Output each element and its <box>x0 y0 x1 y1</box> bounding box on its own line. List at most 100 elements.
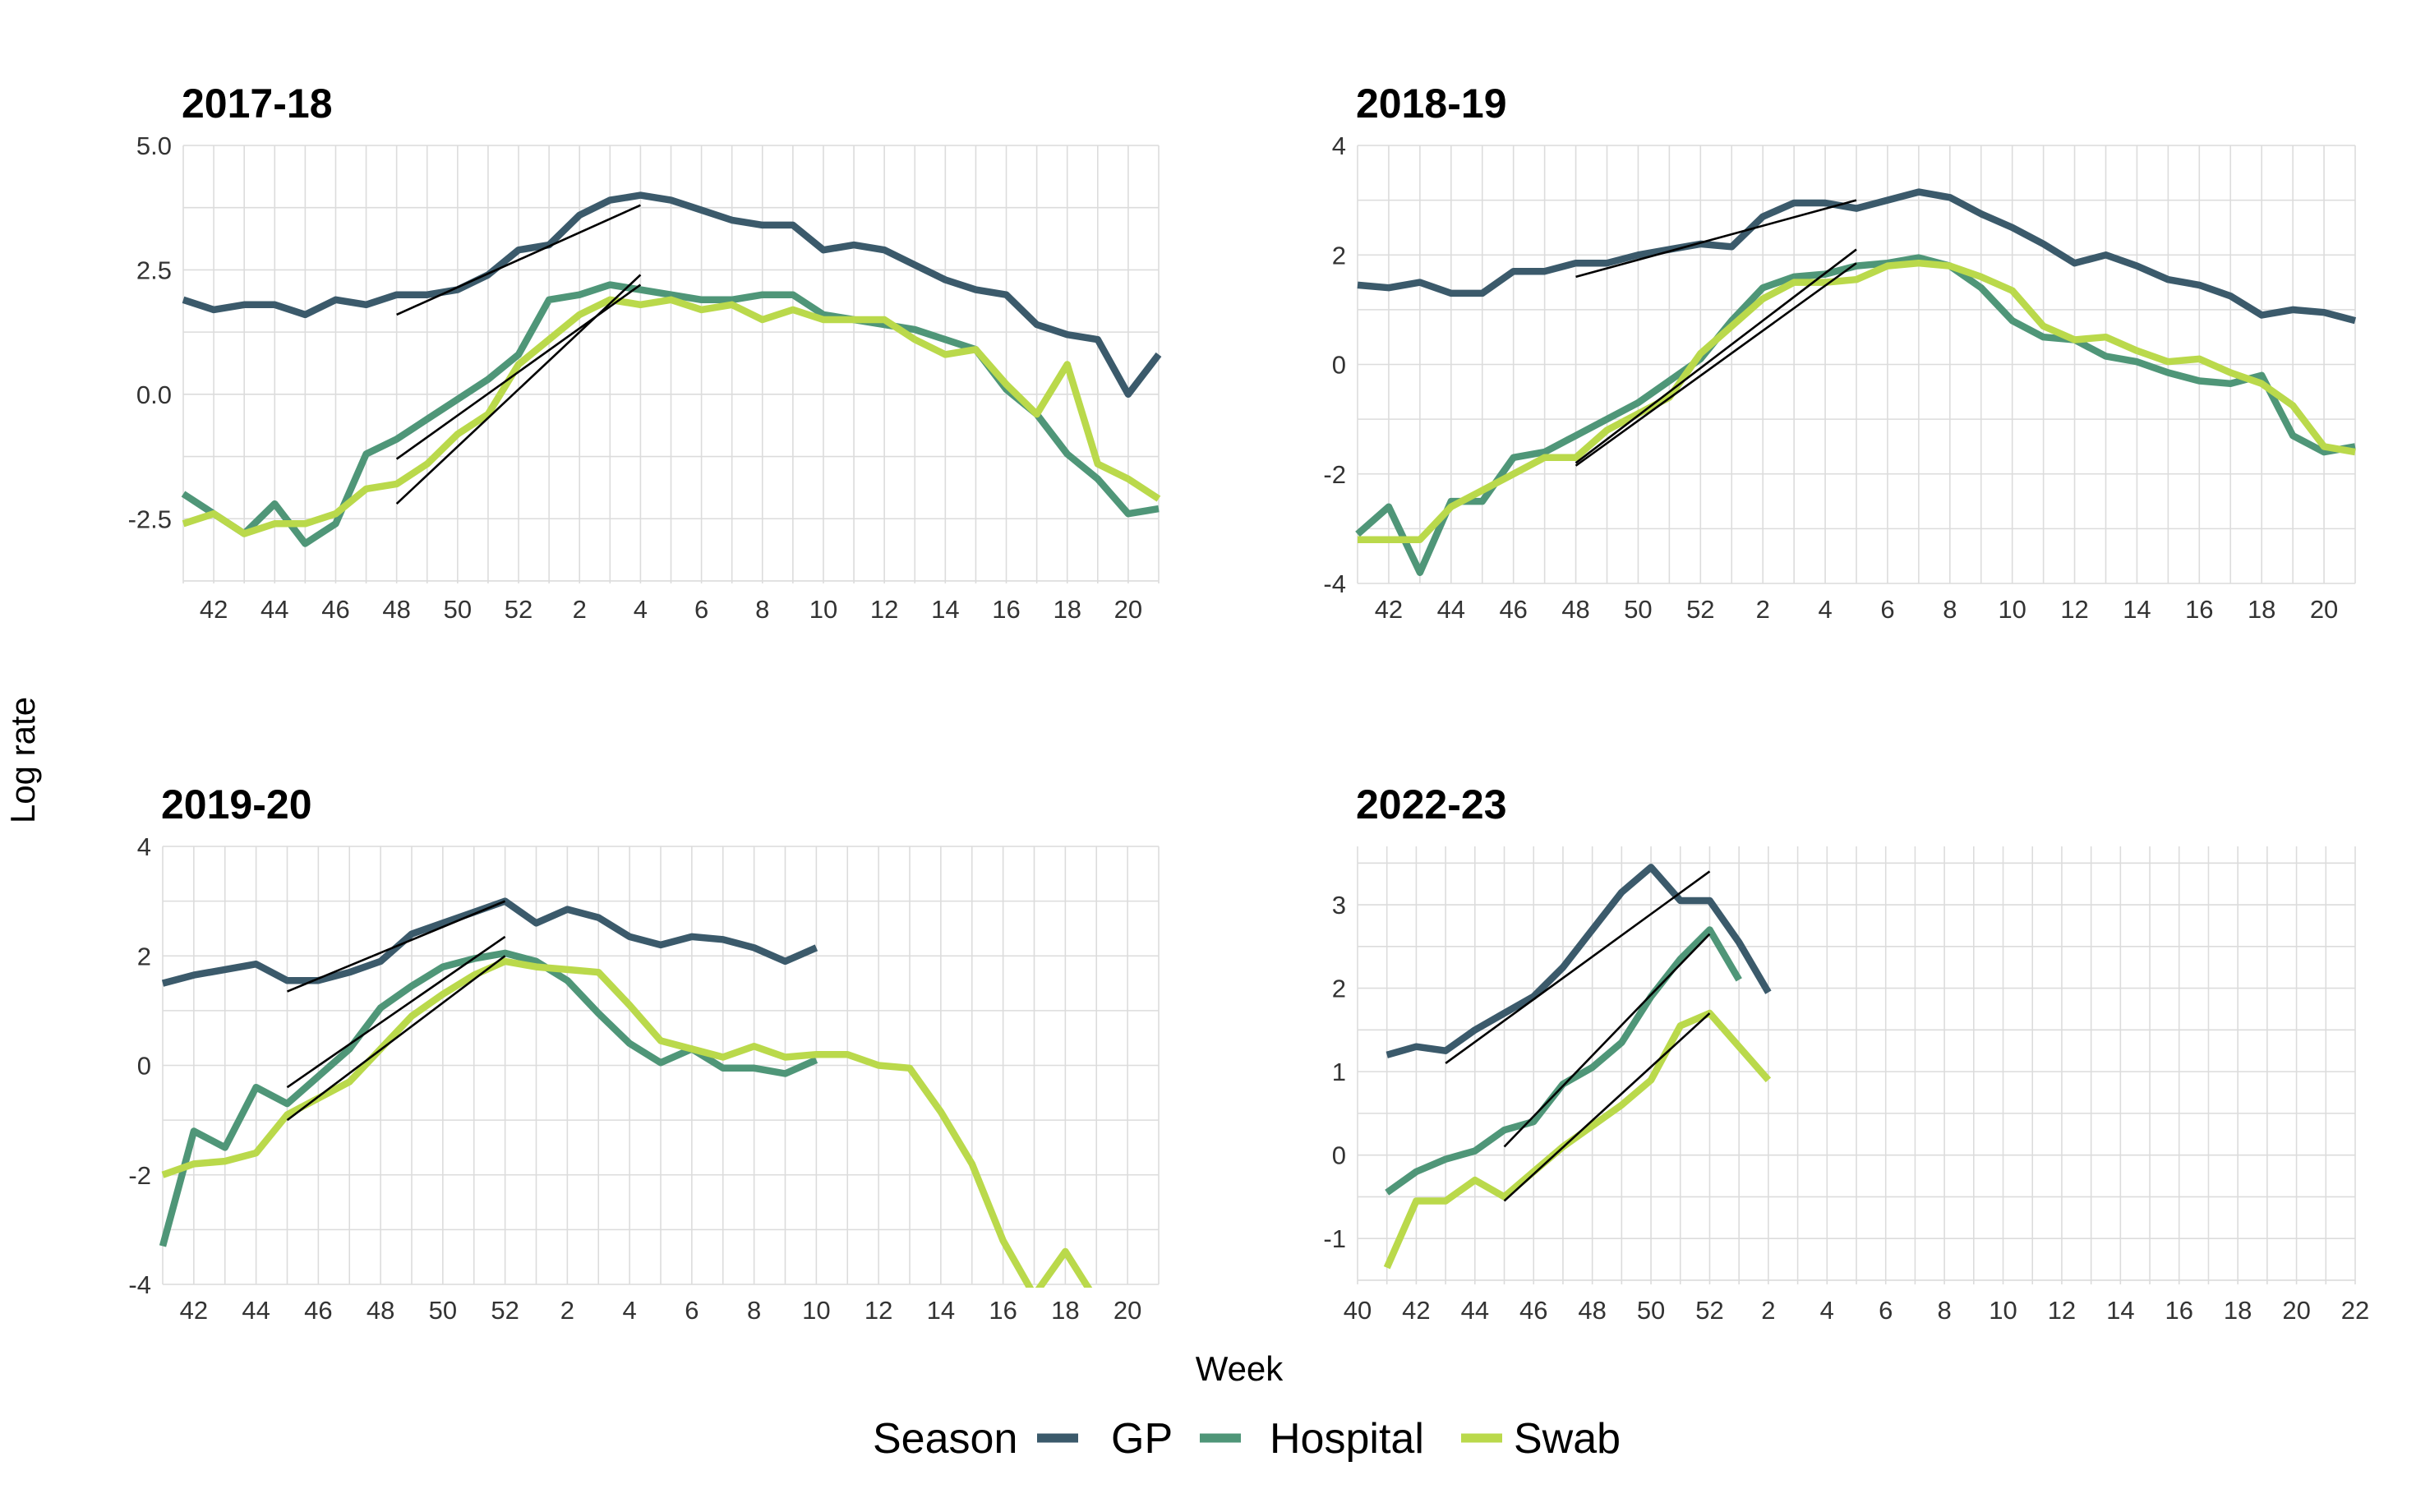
x-tick-label: 44 <box>1437 595 1465 624</box>
fit-line <box>396 204 641 316</box>
panels: 2017-18-2.50.02.55.042 44 46 48 50 52 2 4 6 8 10 12… <box>128 81 2370 1325</box>
y-tick-label: -4 <box>128 1270 151 1299</box>
fit-line <box>1575 262 1857 467</box>
series-line-hospital <box>1385 926 1742 1196</box>
y-tick-label: 0.0 <box>136 380 172 409</box>
x-tick-label: 16 <box>2185 595 2213 624</box>
series-line-swab <box>1383 1009 1772 1270</box>
y-tick-label: 4 <box>1332 131 1346 160</box>
x-tick-label: 44 <box>242 1296 270 1325</box>
fit-line <box>1503 1012 1711 1202</box>
series-line-swab <box>1358 259 2356 543</box>
x-tick-label: 18 <box>1053 595 1081 624</box>
x-tick-label: 16 <box>2165 1296 2193 1325</box>
x-tick-label: 50 <box>1624 595 1652 624</box>
x-tick-label: 46 <box>321 595 349 624</box>
x-tick-label: 2 <box>1761 1296 1775 1325</box>
x-tick-label: 6 <box>1879 1296 1893 1325</box>
y-tick-label: 0 <box>1332 1141 1346 1170</box>
series-line-hospital <box>1355 254 2356 576</box>
x-tick-label: 20 <box>1113 1296 1141 1325</box>
y-tick-label: 0 <box>1332 351 1346 380</box>
x-tick-label: 46 <box>1499 595 1527 624</box>
x-tick-label: 48 <box>382 595 410 624</box>
x-tick-label: 6 <box>694 595 708 624</box>
x-tick-label: 12 <box>2060 595 2088 624</box>
panel-title: 2017-18 <box>182 81 333 127</box>
x-tick-label: 14 <box>931 595 959 624</box>
series-group <box>181 191 1162 547</box>
x-tick-label: 44 <box>261 595 288 624</box>
fit-line <box>1575 199 1857 279</box>
grid <box>182 145 1160 583</box>
x-tick-label: 50 <box>429 1296 457 1325</box>
panel-title: 2019-20 <box>161 781 312 827</box>
x-tick-label: 44 <box>1461 1296 1489 1325</box>
y-tick-label: -2.5 <box>128 505 172 533</box>
fit-line <box>1503 933 1711 1148</box>
legend-title: Season <box>873 1415 1017 1463</box>
x-tick-label: 14 <box>927 1296 955 1325</box>
x-tick-label: 22 <box>2341 1296 2369 1325</box>
x-tick-label: 8 <box>747 1296 761 1325</box>
y-tick-label: 4 <box>137 832 151 861</box>
fit-line <box>395 274 642 505</box>
fit-line <box>287 900 506 993</box>
panel-title: 2022-23 <box>1356 781 1507 827</box>
x-tick-label: 4 <box>1818 595 1832 624</box>
x-tick-label: 8 <box>1943 595 1957 624</box>
y-tick-label: 2 <box>1332 241 1346 270</box>
x-tick-label: 6 <box>685 1296 699 1325</box>
x-tick-label: 18 <box>2224 1296 2252 1325</box>
y-tick-label: 2.5 <box>136 256 172 284</box>
x-tick-label: 20 <box>2282 1296 2310 1325</box>
y-tick-label: -4 <box>1323 569 1346 598</box>
y-axis-title: Log rate <box>3 697 42 823</box>
y-tick-label: 1 <box>1332 1058 1346 1086</box>
x-tick-label: 42 <box>1402 1296 1430 1325</box>
x-tick-label: 42 <box>1375 595 1403 624</box>
x-tick-label: 18 <box>1051 1296 1079 1325</box>
x-axis-title: Week <box>1196 1349 1284 1388</box>
x-tick-label: 52 <box>505 595 533 624</box>
x-tick-label: 10 <box>802 1296 830 1325</box>
x-tick-label: 48 <box>1561 595 1589 624</box>
x-tick-label: 48 <box>1578 1296 1606 1325</box>
series-line-swab <box>182 296 1161 537</box>
panel-2017-18: 2017-18-2.50.02.55.042 44 46 48 50 52 2 4 6 8 10 12… <box>128 81 1162 624</box>
fit-line <box>1575 248 1857 464</box>
x-tick-label: 16 <box>989 1296 1017 1325</box>
legend-item-swab: Swab <box>1461 1415 1621 1463</box>
series-line-gp <box>1386 864 1772 1058</box>
panel-title: 2018-19 <box>1356 81 1507 127</box>
x-tick-label: 2 <box>1756 595 1770 624</box>
fit-line <box>1445 870 1711 1065</box>
legend-label-hospital: Hospital <box>1270 1415 1424 1463</box>
x-tick-label: 14 <box>2123 595 2151 624</box>
fit-line <box>286 955 506 1122</box>
series-line-gp <box>182 191 1162 399</box>
x-tick-label: 14 <box>2106 1296 2134 1325</box>
series-line-gp <box>1357 188 2357 325</box>
x-tick-label: 6 <box>1880 595 1894 624</box>
y-tick-label: -2 <box>128 1161 151 1190</box>
x-tick-label: 20 <box>1114 595 1142 624</box>
y-tick-label: 5.0 <box>136 131 172 160</box>
x-tick-label: 16 <box>992 595 1020 624</box>
x-tick-label: 12 <box>2048 1296 2076 1325</box>
fit-line <box>286 935 506 1089</box>
series-group <box>1355 188 2357 576</box>
y-tick-label: 0 <box>137 1052 151 1081</box>
x-tick-label: 10 <box>1989 1296 2017 1325</box>
legend: Season GP Hospital Swab <box>873 1415 1621 1463</box>
x-tick-label: 40 <box>1344 1296 1372 1325</box>
y-tick-label: 3 <box>1332 891 1346 920</box>
x-tick-label: 8 <box>1937 1296 1951 1325</box>
x-tick-label: 48 <box>367 1296 394 1325</box>
series-group <box>1383 864 1772 1270</box>
x-tick-label: 4 <box>1820 1296 1834 1325</box>
x-tick-label: 10 <box>809 595 837 624</box>
